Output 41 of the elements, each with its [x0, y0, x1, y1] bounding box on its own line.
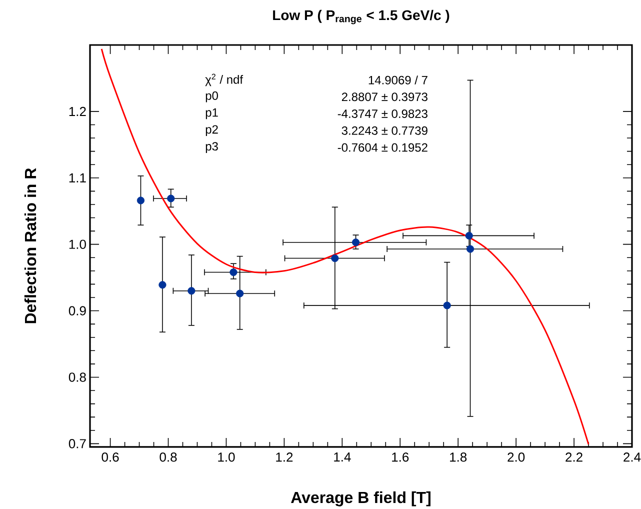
annotation: p2 [206, 125, 218, 136]
annotation: -4.3747 ± 0.9823 [338, 109, 428, 118]
point [236, 290, 244, 298]
y-tick-label: 0.9 [68, 306, 86, 316]
x-axis-title: Average B field [T] [291, 491, 430, 506]
annotation: -0.7604 ± 0.1952 [338, 143, 428, 152]
y-tick-label: 1.0 [69, 240, 86, 249]
point [465, 232, 473, 240]
point [443, 302, 451, 310]
x-tick-label: 1.2 [276, 452, 293, 462]
x-tick-label: 0.6 [102, 452, 119, 462]
annotation: χ$^{2}$ / ndf [205, 74, 244, 86]
annotation: 2.8807 ± 0.3973 [342, 92, 428, 102]
x-tick-label: 1.8 [450, 452, 467, 462]
y-tick-label: 1.2 [69, 106, 86, 116]
annotation: 14.9069 / 7 [368, 76, 428, 84]
y-tick-label: 0.7 [68, 439, 86, 448]
point [158, 281, 166, 289]
y-axis-title: Deflection Ratio in R [24, 168, 36, 324]
annotation: p1 [206, 108, 218, 120]
line-series [100, 48, 590, 446]
x-tick-label: 2.2 [566, 452, 582, 462]
y-tick-label: 1.1 [69, 173, 86, 182]
point [331, 254, 339, 262]
annotation: p0 [206, 91, 218, 102]
point [167, 194, 175, 202]
chart-title: Low P ( P$_{range}$ < 1.5 GeV/c ) [273, 10, 450, 24]
point [188, 287, 196, 295]
point [230, 268, 238, 276]
x-tick-label: 1.4 [334, 452, 351, 462]
point [136, 196, 145, 204]
x-tick-label: 0.8 [160, 452, 177, 462]
y-tick-label: 0.8 [68, 372, 86, 382]
point [466, 245, 474, 253]
annotation: 3.2243 ± 0.7739 [342, 126, 428, 135]
x-tick-label: 2.4 [624, 452, 641, 462]
x-tick-label: 2.0 [508, 452, 525, 462]
point [352, 238, 360, 246]
x-tick-label: 1.6 [392, 452, 409, 462]
x-tick-label: 1.0 [218, 452, 235, 462]
annotation: p3 [206, 142, 218, 153]
